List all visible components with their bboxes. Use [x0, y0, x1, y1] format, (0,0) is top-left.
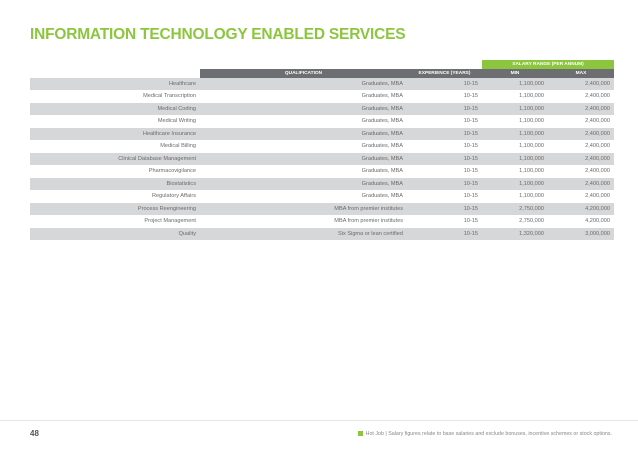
- cell-min: 2,750,000: [482, 215, 548, 228]
- cell-min: 1,100,000: [482, 115, 548, 128]
- cell-qualification: Graduates, MBA: [200, 90, 407, 103]
- cell-max: 2,400,000: [548, 78, 615, 91]
- salary-super-header-row: SALARY RANGE (PER ANNUM): [30, 60, 615, 69]
- cell-role: Process Reengineering: [30, 203, 200, 216]
- super-header-blank: [407, 60, 482, 69]
- cell-max: 2,400,000: [548, 128, 615, 141]
- salary-table: SALARY RANGE (PER ANNUM) QUALIFICATION E…: [30, 60, 615, 241]
- table-row: Healthcare Insurance Graduates, MBA 10-15 1…: [30, 128, 615, 141]
- page-number: 48: [30, 429, 39, 438]
- table-row: Process Reengineering MBA from premier in…: [30, 203, 615, 216]
- cell-min: 1,320,000: [482, 228, 548, 241]
- footer-divider: [0, 420, 638, 421]
- cell-min: 1,100,000: [482, 128, 548, 141]
- header-max: MAX: [548, 69, 615, 78]
- cell-role: Project Management: [30, 215, 200, 228]
- cell-role: Quality: [30, 228, 200, 241]
- cell-min: 1,100,000: [482, 165, 548, 178]
- cell-max: 4,200,000: [548, 203, 615, 216]
- cell-role: Medical Transcription: [30, 90, 200, 103]
- cell-qualification: Graduates, MBA: [200, 115, 407, 128]
- cell-role: Healthcare Insurance: [30, 128, 200, 141]
- cell-qualification: Graduates, MBA: [200, 165, 407, 178]
- cell-max: 2,400,000: [548, 178, 615, 191]
- cell-qualification: Graduates, MBA: [200, 153, 407, 166]
- salary-range-header: SALARY RANGE (PER ANNUM): [482, 60, 615, 69]
- cell-min: 1,100,000: [482, 140, 548, 153]
- table-row: Biostatistics Graduates, MBA 10-15 1,100,00…: [30, 178, 615, 191]
- table-row: Clinical Database Management Graduates, M…: [30, 153, 615, 166]
- cell-min: 1,100,000: [482, 178, 548, 191]
- cell-role: Regulatory Affairs: [30, 190, 200, 203]
- cell-max: 4,200,000: [548, 215, 615, 228]
- cell-role: Medical Coding: [30, 103, 200, 116]
- super-header-blank: [200, 60, 407, 69]
- table-row: Quality Six Sigma or lean certified 10-15 1…: [30, 228, 615, 241]
- header-blank: [30, 69, 200, 78]
- cell-experience: 10-15: [407, 90, 482, 103]
- cell-experience: 10-15: [407, 140, 482, 153]
- cell-role: Pharmacovigilance: [30, 165, 200, 178]
- cell-experience: 10-15: [407, 153, 482, 166]
- cell-experience: 10-15: [407, 115, 482, 128]
- cell-qualification: Graduates, MBA: [200, 128, 407, 141]
- cell-experience: 10-15: [407, 128, 482, 141]
- cell-qualification: Graduates, MBA: [200, 190, 407, 203]
- header-qualification: QUALIFICATION: [200, 69, 407, 78]
- cell-max: 2,400,000: [548, 190, 615, 203]
- super-header-blank: [30, 60, 200, 69]
- header-experience: EXPERIENCE (YEARS): [407, 69, 482, 78]
- cell-max: 2,400,000: [548, 153, 615, 166]
- cell-qualification: Graduates, MBA: [200, 103, 407, 116]
- table-row: Healthcare Graduates, MBA 10-15 1,100,000 2,…: [30, 78, 615, 91]
- cell-role: Biostatistics: [30, 178, 200, 191]
- table-row: Medical Billing Graduates, MBA 10-15 1,100,…: [30, 140, 615, 153]
- cell-role: Clinical Database Management: [30, 153, 200, 166]
- cell-qualification: Graduates, MBA: [200, 78, 407, 91]
- table-body: Healthcare Graduates, MBA 10-15 1,100,000 2,…: [30, 78, 615, 241]
- cell-role: Medical Writing: [30, 115, 200, 128]
- cell-experience: 10-15: [407, 190, 482, 203]
- cell-qualification: MBA from premier institutes: [200, 203, 407, 216]
- cell-min: 1,100,000: [482, 90, 548, 103]
- cell-max: 2,400,000: [548, 90, 615, 103]
- cell-max: 2,400,000: [548, 115, 615, 128]
- cell-experience: 10-15: [407, 203, 482, 216]
- cell-max: 2,400,000: [548, 103, 615, 116]
- cell-experience: 10-15: [407, 215, 482, 228]
- table-row: Pharmacovigilance Graduates, MBA 10-15 1,10…: [30, 165, 615, 178]
- cell-qualification: Graduates, MBA: [200, 140, 407, 153]
- header-min: MIN: [482, 69, 548, 78]
- cell-experience: 10-15: [407, 165, 482, 178]
- cell-max: 2,400,000: [548, 165, 615, 178]
- cell-experience: 10-15: [407, 228, 482, 241]
- footnote-text: Hot Job | Salary figures relate to base …: [365, 431, 612, 437]
- cell-min: 1,100,000: [482, 103, 548, 116]
- cell-role: Healthcare: [30, 78, 200, 91]
- cell-experience: 10-15: [407, 103, 482, 116]
- cell-min: 1,100,000: [482, 153, 548, 166]
- table-row: Medical Transcription Graduates, MBA 10-15…: [30, 90, 615, 103]
- cell-experience: 10-15: [407, 78, 482, 91]
- cell-experience: 10-15: [407, 178, 482, 191]
- hot-job-legend-icon: [357, 431, 363, 437]
- footnote: Hot Job | Salary figures relate to base …: [357, 431, 612, 437]
- cell-qualification: Six Sigma or lean certified: [200, 228, 407, 241]
- table-row: Medical Coding Graduates, MBA 10-15 1,100,0…: [30, 103, 615, 116]
- table-row: Medical Writing Graduates, MBA 10-15 1,100,…: [30, 115, 615, 128]
- table-row: Project Management MBA from premier insti…: [30, 215, 615, 228]
- table-header-row: QUALIFICATION EXPERIENCE (YEARS) MIN MAX: [30, 69, 615, 78]
- cell-max: 2,400,000: [548, 140, 615, 153]
- cell-min: 2,750,000: [482, 203, 548, 216]
- cell-max: 3,000,000: [548, 228, 615, 241]
- cell-qualification: Graduates, MBA: [200, 178, 407, 191]
- cell-qualification: MBA from premier institutes: [200, 215, 407, 228]
- cell-min: 1,100,000: [482, 190, 548, 203]
- table-row: Regulatory Affairs Graduates, MBA 10-15 1,1…: [30, 190, 615, 203]
- page-title: INFORMATION TECHNOLOGY ENABLED SERVICES: [30, 26, 406, 43]
- cell-min: 1,100,000: [482, 78, 548, 91]
- cell-role: Medical Billing: [30, 140, 200, 153]
